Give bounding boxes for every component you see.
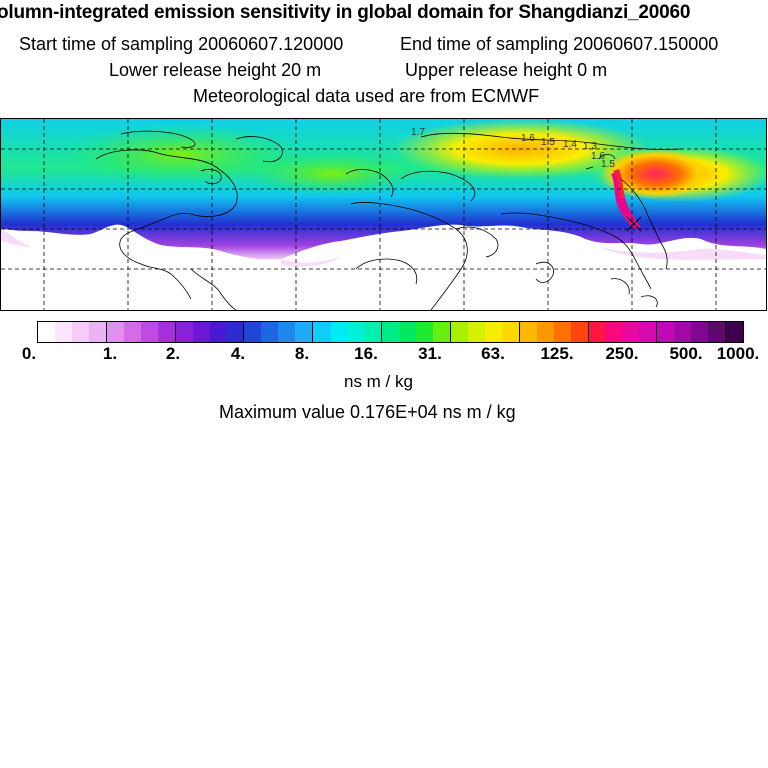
contour-label: 1.6 (591, 151, 605, 162)
coastlines (95, 130, 682, 310)
contour-label: 1.5 (601, 159, 615, 170)
colorbar-swatch (553, 322, 571, 342)
maximum-value-label: Maximum value 0.176E+04 ns m / kg (219, 402, 516, 422)
colorbar-tick-label: 63. (481, 344, 505, 363)
colorbar-swatch (484, 322, 502, 342)
colorbar-swatch (105, 322, 124, 342)
chart-title: olumn-integrated emission sensitivity in… (0, 2, 691, 23)
colorbar-swatch (518, 322, 537, 342)
colorbar-swatch (467, 322, 485, 342)
colorbar-swatch (312, 322, 331, 342)
colorbar-swatch (278, 322, 296, 342)
sampling-start-time: Start time of sampling 20060607.120000 (19, 34, 344, 54)
colorbar-swatch (54, 322, 72, 342)
colorbar-swatch (364, 322, 382, 342)
colorbar-tick-label: 2. (165, 344, 181, 363)
colorbar-swatch (295, 322, 313, 342)
colorbar-swatch (622, 322, 640, 342)
colorbar-swatch (243, 322, 262, 342)
colorbar-swatch (587, 322, 606, 342)
colorbar-swatch (88, 322, 106, 342)
upper-release-height: Upper release height 0 m (405, 60, 608, 80)
colorbar-swatch (432, 322, 450, 342)
colorbar-swatch (674, 322, 692, 342)
colorbar-swatch (381, 322, 400, 342)
colorbar-swatch (38, 322, 55, 342)
green-region-atlantic (241, 152, 421, 196)
hot-region-east-asia (601, 149, 711, 199)
colorbar-tick-label: 8. (294, 344, 310, 363)
colorbar-swatch (330, 322, 348, 342)
colorbar-tick-label: 1. (102, 344, 118, 363)
emission-sensitivity-map: 1.7 1.6 1.5 1.4 1.3 1.6 1.5 (0, 118, 767, 311)
colorbar-swatch (157, 322, 175, 342)
meteorological-data-source: Meteorological data used are from ECMWF (193, 86, 540, 106)
colorbar-swatch (261, 322, 279, 342)
lower-release-height: Lower release height 20 m (109, 60, 322, 80)
colorbar-swatch (415, 322, 433, 342)
colorbar-swatch (691, 322, 709, 342)
colorbar-swatch (656, 322, 675, 342)
colorbar-swatch (123, 322, 141, 342)
colorbar-swatch (536, 322, 554, 342)
colorbar-swatch (140, 322, 158, 342)
receptor-site-marker (626, 216, 642, 232)
colorbar-swatch (639, 322, 657, 342)
colorbar-swatch (708, 322, 726, 342)
colorbar-swatch (209, 322, 227, 342)
colorbar-tick-label: 500. (669, 344, 703, 363)
colorbar-tick-label: 1000. (716, 344, 760, 363)
colorbar-tick-label: 31. (418, 344, 442, 363)
colorbar-swatch (570, 322, 588, 342)
colorbar-swatch (501, 322, 519, 342)
green-region-north-america (61, 124, 301, 184)
colorbar-swatch (71, 322, 89, 342)
colorbar-swatch (605, 322, 623, 342)
colorbar-tick-label: 125. (540, 344, 574, 363)
contour-label: 1.6 (521, 133, 535, 144)
contour-label: 1.5 (541, 137, 555, 148)
colorbar-swatch (174, 322, 193, 342)
colorbar-tick-label: 250. (605, 344, 639, 363)
colorbar-tick-label: 0. (21, 344, 37, 363)
contour-label: 1.7 (411, 127, 425, 138)
colorbar-tick-label: 4. (230, 344, 246, 363)
colorbar (37, 321, 744, 343)
colorbar-swatch (725, 322, 744, 342)
colorbar-units: ns m / kg (344, 372, 413, 391)
colorbar-swatch (192, 322, 210, 342)
map-canvas: 1.7 1.6 1.5 1.4 1.3 1.6 1.5 (1, 119, 766, 310)
colorbar-swatch (347, 322, 365, 342)
hot-plume-core (613, 169, 625, 199)
contour-label: 1.3 (583, 141, 597, 152)
colorbar-swatch (399, 322, 416, 342)
colorbar-swatch (449, 322, 468, 342)
sampling-end-time: End time of sampling 20060607.150000 (400, 34, 719, 54)
colorbar-swatch (226, 322, 244, 342)
contour-label: 1.4 (563, 139, 577, 150)
colorbar-tick-label: 16. (354, 344, 378, 363)
